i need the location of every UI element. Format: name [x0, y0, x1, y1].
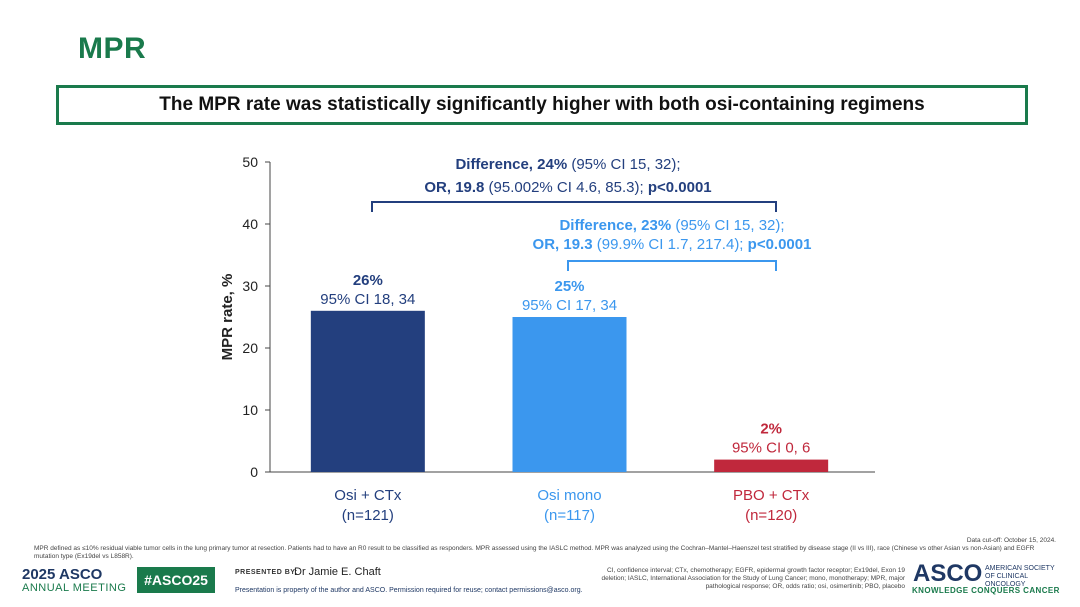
bar-value-label: 26%: [353, 272, 383, 289]
y-tick-label: 50: [242, 154, 258, 170]
y-axis-label: MPR rate, %: [219, 274, 236, 361]
bar-2: [512, 317, 627, 472]
bar-ci-label: 95% CI 17, 34: [522, 297, 617, 314]
bar-3: [714, 459, 829, 472]
comparison-osi-mono-line2: OR, 19.3 (99.9% CI 1.7, 217.4); p<0.0001: [533, 236, 812, 253]
asco-tagline: KNOWLEDGE CONQUERS CANCER: [912, 586, 1060, 595]
abbreviations-note: CI, confidence interval; CTx, chemothera…: [601, 567, 906, 590]
comparison-osi-ctx-line2: OR, 19.8 (95.002% CI 4.6, 85.3); p<0.000…: [424, 179, 711, 196]
asco-logo: ASCO: [913, 560, 983, 587]
data-cutoff-note: Data cut-off: October 15, 2024.: [966, 537, 1056, 544]
asco-meeting-name: ANNUAL MEETING: [22, 582, 127, 594]
y-tick-label: 40: [242, 216, 258, 232]
asco-meeting-logo: 2025 ASCO: [22, 566, 103, 583]
presenter-name: Dr Jamie E. Chaft: [294, 566, 381, 578]
category-n-label: (n=120): [745, 507, 797, 524]
category-label: Osi mono: [537, 487, 601, 504]
asco-society-name: AMERICAN SOCIETY OF CLINICAL ONCOLOGY: [985, 565, 1055, 588]
category-label: PBO + CTx: [733, 487, 810, 504]
category-label: Osi + CTx: [334, 487, 402, 504]
bar-ci-label: 95% CI 18, 34: [320, 291, 415, 308]
comparison-osi-mono-line1: Difference, 23% (95% CI 15, 32);: [559, 217, 784, 234]
y-tick-label: 20: [242, 340, 258, 356]
presented-by-label: PRESENTED BY:: [235, 569, 298, 576]
y-tick-label: 30: [242, 278, 258, 294]
bar-value-label: 2%: [760, 421, 782, 438]
bar-value-label: 25%: [554, 278, 584, 295]
comparison-bracket-osi-mono: [567, 260, 777, 271]
hashtag-badge: #ASCO25: [137, 567, 215, 593]
headline-text: The MPR rate was statistically significa…: [159, 94, 925, 115]
page-title: MPR: [78, 32, 147, 65]
category-n-label: (n=117): [544, 507, 595, 524]
property-notice: Presentation is property of the author a…: [235, 587, 583, 594]
y-tick-label: 0: [250, 464, 258, 480]
y-tick-label: 10: [242, 402, 258, 418]
bar-ci-label: 95% CI 0, 6: [732, 440, 810, 457]
category-n-label: (n=121): [342, 507, 394, 524]
headline-box: The MPR rate was statistically significa…: [56, 85, 1028, 125]
comparison-bracket-osi-ctx: [371, 201, 777, 212]
mpr-definition-note: MPR defined as ≤10% residual viable tumo…: [34, 545, 1035, 560]
comparison-osi-ctx-line1: Difference, 24% (95% CI 15, 32);: [455, 156, 680, 173]
bar-1: [310, 310, 425, 472]
